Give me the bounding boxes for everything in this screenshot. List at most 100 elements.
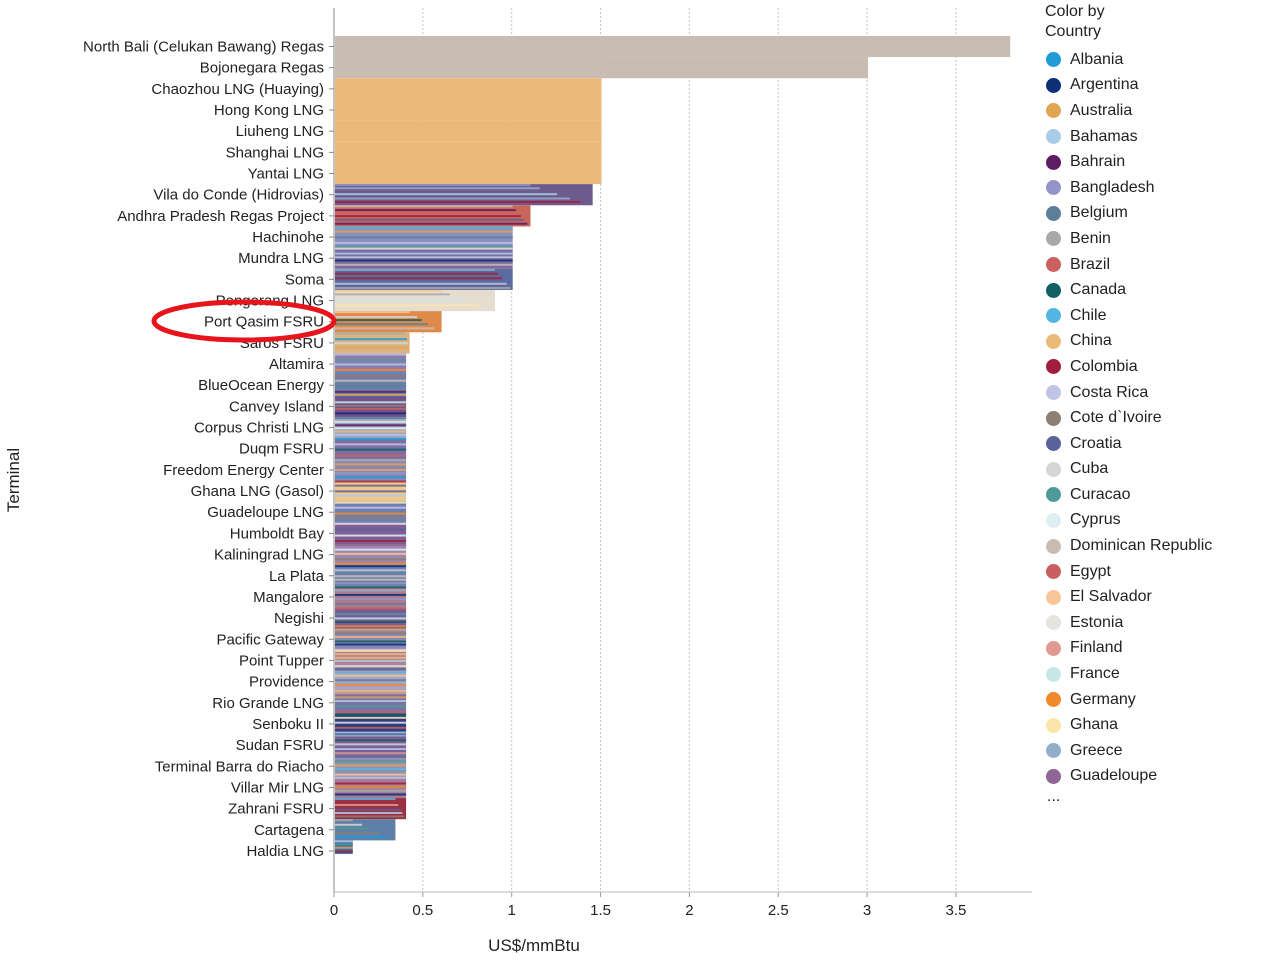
bar-stripe bbox=[335, 793, 407, 796]
bar-stripe bbox=[335, 811, 403, 814]
bar-stripe bbox=[335, 263, 513, 266]
x-tick-label: 1.5 bbox=[590, 902, 611, 919]
bar-stripe bbox=[335, 613, 407, 616]
bar-stripe bbox=[335, 205, 513, 208]
bar-stripe bbox=[335, 454, 407, 457]
y-tick-label: Hong Kong LNG bbox=[214, 102, 324, 119]
legend-swatch bbox=[1046, 768, 1061, 784]
x-tick-label: 0.5 bbox=[412, 902, 433, 919]
bar-stripe bbox=[335, 512, 407, 515]
bar-stripe bbox=[335, 625, 407, 628]
bar-stripe bbox=[335, 62, 669, 65]
bar-stripe bbox=[335, 674, 407, 677]
bar-stripe bbox=[335, 459, 407, 462]
bar-stripe bbox=[335, 209, 516, 212]
legend-swatch bbox=[1046, 538, 1061, 554]
bar bbox=[335, 36, 1011, 58]
bar-stripes bbox=[335, 36, 994, 853]
legend-label: Belgium bbox=[1070, 204, 1128, 222]
bar-stripe bbox=[335, 843, 353, 846]
legend-swatch bbox=[1046, 410, 1061, 426]
y-tick-label: Rio Grande LNG bbox=[212, 695, 324, 712]
bar-stripe bbox=[335, 640, 407, 643]
legend-item: Finland bbox=[1045, 636, 1275, 662]
bar-stripe bbox=[335, 469, 407, 472]
bar bbox=[335, 522, 407, 544]
legend-item: Argentina bbox=[1045, 73, 1275, 99]
y-tick-label: Soma bbox=[285, 271, 325, 288]
bar-stripe bbox=[335, 287, 511, 290]
bar-stripe bbox=[335, 218, 525, 221]
y-tick-label: Negishi bbox=[274, 610, 324, 627]
legend-item: Cyprus bbox=[1045, 508, 1275, 534]
bar-stripe bbox=[335, 767, 407, 770]
bar-stripe bbox=[335, 705, 407, 708]
bar-stripe bbox=[335, 230, 513, 233]
bar-stripe bbox=[335, 819, 353, 822]
bar-stripe bbox=[335, 632, 407, 635]
y-tick-label: Guadeloupe LNG bbox=[207, 504, 324, 521]
bar-stripe bbox=[335, 665, 407, 668]
y-tick-label: La Plata bbox=[269, 568, 325, 585]
bar-stripe bbox=[335, 259, 513, 262]
bar-stripe bbox=[335, 607, 407, 610]
bar-stripe bbox=[335, 760, 407, 763]
bar-stripe bbox=[335, 668, 407, 671]
y-tick-label: Sudan FSRU bbox=[236, 737, 324, 754]
bar-stripe bbox=[335, 390, 407, 393]
bar-stripe bbox=[335, 743, 407, 746]
bar-stripe bbox=[335, 282, 507, 285]
bar-stripe bbox=[335, 420, 407, 423]
bar-stripe bbox=[335, 416, 407, 419]
y-tick-label: Kaliningrad LNG bbox=[214, 547, 324, 564]
bar-stripe bbox=[335, 659, 407, 662]
y-tick-label: Liuheng LNG bbox=[236, 123, 324, 140]
bar bbox=[335, 99, 602, 121]
bar-stripe bbox=[335, 268, 495, 271]
y-tick-labels: North Bali (Celukan Bawang) Regas Bojoneg… bbox=[83, 39, 325, 860]
bar bbox=[335, 501, 407, 523]
bar-stripe bbox=[335, 448, 407, 451]
legend-item: Brazil bbox=[1045, 252, 1275, 278]
bar-stripe bbox=[335, 40, 900, 43]
legend-label: Guadeloupe bbox=[1070, 767, 1158, 785]
legend-swatch bbox=[1046, 129, 1061, 145]
bar-stripe bbox=[335, 648, 407, 651]
legend-item: Cote d`Ivoire bbox=[1045, 405, 1275, 431]
bar-stripe bbox=[335, 739, 407, 742]
bar-stripe bbox=[335, 643, 407, 646]
bar-stripe bbox=[335, 785, 407, 788]
legend-swatch bbox=[1046, 180, 1061, 196]
legend-swatch bbox=[1046, 512, 1061, 528]
bar-stripe bbox=[335, 815, 405, 818]
bar-stripe bbox=[335, 226, 513, 229]
y-tick-label: Bojonegara Regas bbox=[200, 60, 324, 77]
legend-label: El Salvador bbox=[1070, 588, 1152, 606]
bar-stripe bbox=[335, 534, 407, 537]
legend-label: Egypt bbox=[1070, 562, 1111, 580]
bar-stripe bbox=[335, 247, 513, 250]
bar-stripe bbox=[335, 201, 581, 204]
bar-stripe bbox=[335, 374, 407, 377]
x-tick-label: 3 bbox=[863, 902, 871, 919]
bar-stripe bbox=[335, 193, 558, 196]
bar-stripe bbox=[335, 412, 407, 415]
bar-stripe bbox=[335, 835, 386, 838]
y-tick-label: Villar Mir LNG bbox=[231, 779, 324, 796]
legend-swatch bbox=[1046, 282, 1061, 298]
bar-stripe bbox=[335, 696, 407, 699]
legend-item: Bangladesh bbox=[1045, 175, 1275, 201]
legend-item: France bbox=[1045, 661, 1275, 687]
bar-stripe bbox=[335, 494, 407, 497]
bar-stripe bbox=[335, 404, 407, 407]
y-tick-label: Zahrani FSRU bbox=[228, 801, 324, 818]
legend-swatch bbox=[1046, 231, 1061, 247]
legend-item: Greece bbox=[1045, 738, 1275, 764]
bar-stripe bbox=[335, 649, 407, 652]
bar-stripe bbox=[335, 443, 407, 446]
bar-stripe bbox=[335, 476, 407, 479]
bar-stripe bbox=[335, 846, 353, 849]
legend-item: Canada bbox=[1045, 277, 1275, 303]
bar-stripe bbox=[335, 298, 464, 301]
